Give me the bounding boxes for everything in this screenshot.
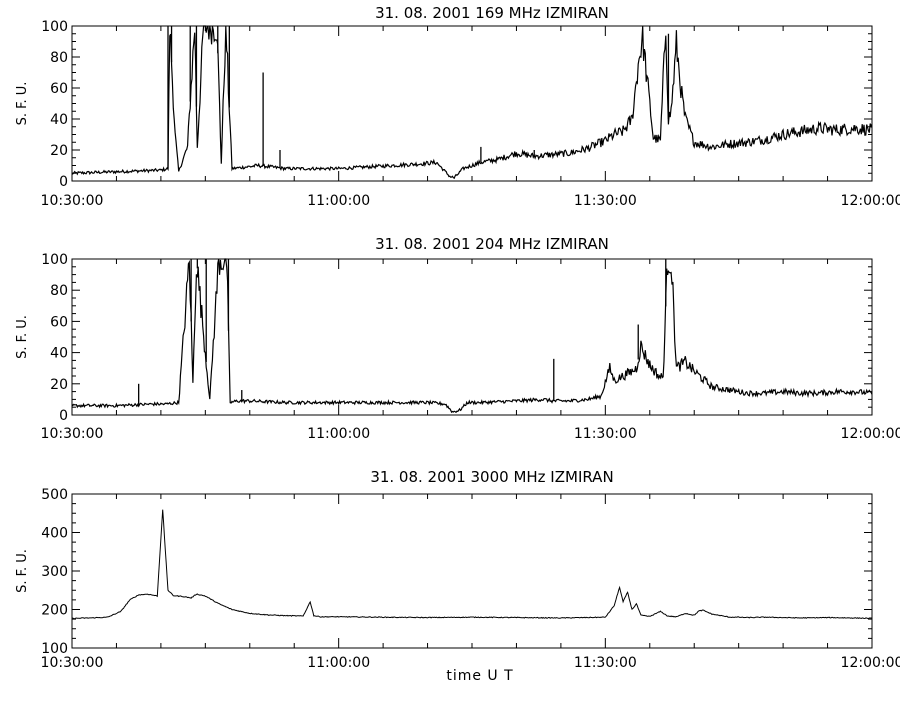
y-tick-label: 0: [59, 174, 68, 190]
y-tick-label: 80: [50, 283, 68, 299]
plot-frame: [71, 493, 873, 649]
chart-panel-2: 31. 08. 2001 204 MHz IZMIRAN S. F. U. 0 20 4…: [15, 235, 900, 442]
chart-title: 31. 08. 2001 3000 MHz IZMIRAN: [370, 468, 613, 486]
series-line: [71, 258, 873, 414]
chart-panel-1: 31. 08. 2001 169 MHz IZMIRAN S. F. U. 0 20 4…: [15, 4, 900, 209]
x-tick-label: 10:30:00: [41, 655, 104, 671]
y-tick-label: 60: [50, 81, 68, 97]
y-axis-label: S. F. U.: [15, 82, 30, 126]
y-tick-label: 300: [41, 564, 68, 580]
y-tick-label: 60: [50, 314, 68, 330]
plot-frame: [71, 25, 873, 182]
y-tick-label: 500: [41, 487, 68, 503]
x-axis-label: time U T: [446, 668, 514, 684]
series-line: [71, 509, 872, 620]
x-tick-label: 11:00:00: [307, 193, 370, 209]
y-tick-label: 80: [50, 50, 68, 66]
y-axis-label: S. F. U.: [15, 549, 30, 593]
chart-title: 31. 08. 2001 169 MHz IZMIRAN: [375, 4, 609, 22]
y-tick-label: 0: [59, 408, 68, 424]
y-tick-label: 20: [50, 377, 68, 393]
y-tick-label: 40: [50, 112, 68, 128]
chart-title: 31. 08. 2001 204 MHz IZMIRAN: [375, 235, 609, 253]
y-tick-label: 400: [41, 526, 68, 542]
y-tick-label: 100: [41, 641, 68, 657]
x-tick-label: 12:00:00: [841, 426, 900, 442]
x-tick-label: 11:00:00: [307, 655, 370, 671]
chart-panel-3: 31. 08. 2001 3000 MHz IZMIRAN S. F. U. 100…: [15, 468, 900, 671]
x-tick-label: 10:30:00: [41, 426, 104, 442]
y-tick-label: 200: [41, 603, 68, 619]
y-tick-label: 40: [50, 346, 68, 362]
x-tick-label: 11:30:00: [574, 193, 637, 209]
series-line: [71, 25, 873, 180]
x-tick-label: 11:30:00: [574, 426, 637, 442]
x-tick-label: 11:30:00: [574, 655, 637, 671]
y-tick-label: 100: [41, 19, 68, 35]
x-tick-label: 10:30:00: [41, 193, 104, 209]
y-tick-label: 20: [50, 143, 68, 159]
x-tick-label: 11:00:00: [307, 426, 370, 442]
y-axis-label: S. F. U.: [15, 315, 30, 359]
x-tick-label: 12:00:00: [841, 193, 900, 209]
y-tick-label: 100: [41, 252, 68, 268]
x-tick-label: 12:00:00: [841, 655, 900, 671]
